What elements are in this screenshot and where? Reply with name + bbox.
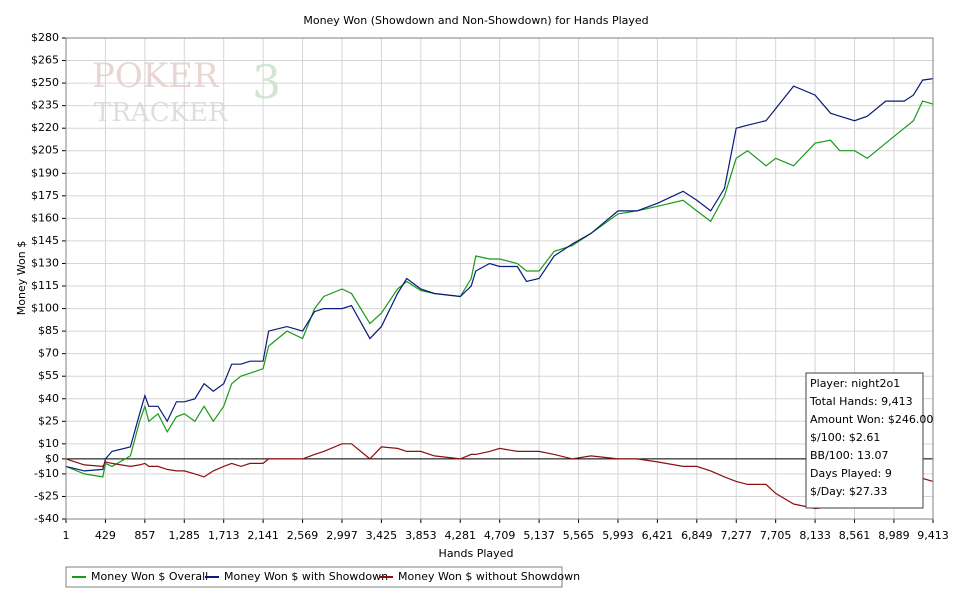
legend-label: Money Won $ Overall	[91, 570, 208, 583]
y-tick-label: $220	[31, 121, 59, 134]
legend-label: Money Won $ without Showdown	[398, 570, 580, 583]
y-tick-label: $175	[31, 189, 59, 202]
y-tick-label: $265	[31, 54, 59, 67]
y-tick-label: $100	[31, 302, 59, 315]
x-tick-label: 9,413	[917, 529, 949, 542]
x-tick-label: 7,277	[720, 529, 752, 542]
watermark-text: 3	[252, 55, 281, 109]
y-tick-label: -$40	[34, 512, 59, 525]
x-tick-label: 1	[63, 529, 70, 542]
y-tick-label: $85	[38, 324, 59, 337]
legend: Money Won $ Overall Money Won $ with Show…	[65, 566, 580, 588]
y-tick-label: $235	[31, 99, 59, 112]
x-tick-label: 2,997	[326, 529, 358, 542]
watermark-text: TRACKER	[94, 98, 229, 128]
info-line: Total Hands: 9,413	[809, 395, 913, 408]
x-tick-label: 4,709	[484, 529, 516, 542]
chart-title: Money Won (Showdown and Non-Showdown) fo…	[303, 14, 648, 27]
y-tick-label: $25	[38, 414, 59, 427]
x-tick-label: 6,421	[642, 529, 674, 542]
x-tick-label: 6,849	[681, 529, 713, 542]
y-tick-label: $40	[38, 392, 59, 405]
legend-label: Money Won $ with Showdown	[224, 570, 388, 583]
x-tick-label: 4,281	[445, 529, 477, 542]
x-tick-label: 2,141	[247, 529, 279, 542]
y-tick-label: $130	[31, 256, 59, 269]
x-tick-label: 5,565	[563, 529, 595, 542]
info-line: Amount Won: $246.00	[810, 413, 933, 426]
y-tick-label: -$10	[34, 467, 59, 480]
x-tick-label: 1,713	[208, 529, 240, 542]
legend-frame	[65, 566, 563, 588]
y-tick-label: $205	[31, 144, 59, 157]
y-tick-label: $0	[45, 452, 59, 465]
x-tick-label: 2,569	[287, 529, 319, 542]
y-tick-label: $55	[38, 369, 59, 382]
y-tick-label: $10	[38, 437, 59, 450]
x-tick-label: 7,705	[760, 529, 792, 542]
y-tick-label: $190	[31, 166, 59, 179]
y-tick-label: $250	[31, 76, 59, 89]
info-box: Player: night2o1 Total Hands: 9,413 Amount…	[805, 372, 933, 509]
y-tick-label: $70	[38, 347, 59, 360]
x-tick-label: 857	[134, 529, 155, 542]
plot-frame	[65, 37, 934, 520]
info-line: Player: night2o1	[810, 377, 900, 390]
x-tick-label: 1,285	[169, 529, 201, 542]
info-line: Days Played: 9	[810, 467, 892, 480]
y-tick-label: $280	[31, 31, 59, 44]
watermark: POKER 3 TRACKER	[92, 55, 281, 128]
x-axis-label: Hands Played	[439, 547, 514, 560]
series-line	[65, 443, 934, 510]
watermark-text: POKER	[92, 56, 220, 96]
y-tick-label: -$25	[34, 489, 59, 502]
x-tick-label: 8,133	[799, 529, 831, 542]
plot-lines	[65, 78, 934, 510]
info-line: $/Day: $27.33	[810, 485, 887, 498]
y-tick-label: $160	[31, 211, 59, 224]
y-axis-label: Money Won $	[15, 241, 28, 315]
y-tick-label: $115	[31, 279, 59, 292]
x-tick-label: 8,989	[878, 529, 910, 542]
series-line	[65, 78, 934, 472]
x-tick-label: 5,993	[602, 529, 634, 542]
info-line: BB/100: 13.07	[810, 449, 889, 462]
x-tick-label: 8,561	[839, 529, 871, 542]
x-tick-label: 3,853	[405, 529, 437, 542]
info-line: $/100: $2.61	[810, 431, 880, 444]
x-tick-label: 5,137	[523, 529, 555, 542]
x-tick-label: 3,425	[366, 529, 398, 542]
info-box-frame	[805, 372, 924, 509]
y-tick-label: $145	[31, 234, 59, 247]
x-tick-label: 429	[95, 529, 116, 542]
